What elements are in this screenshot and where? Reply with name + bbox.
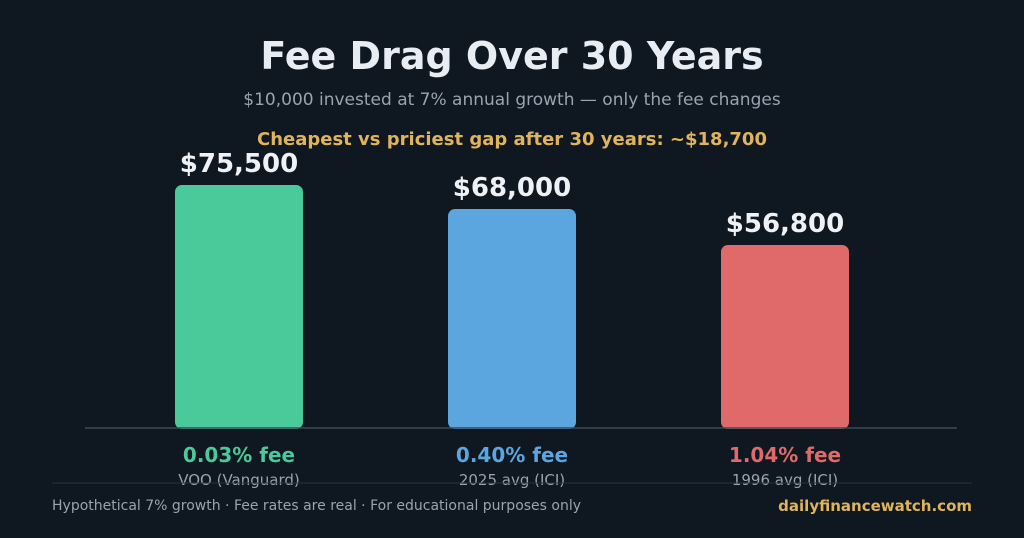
fee-label: 0.03% fee — [183, 443, 295, 467]
category-label: VOO (Vanguard) — [178, 471, 300, 489]
chart-title: Fee Drag Over 30 Years — [260, 34, 764, 78]
value-label: $75,500 — [180, 149, 298, 179]
fee-label: 1.04% fee — [729, 443, 841, 467]
category-label: 1996 avg (ICI) — [732, 471, 838, 489]
bar — [721, 244, 849, 429]
gap-annotation: Cheapest vs priciest gap after 30 years:… — [257, 129, 767, 150]
footer-note: Hypothetical 7% growth · Fee rates are r… — [52, 498, 582, 514]
source-link[interactable]: dailyfinancewatch.com — [778, 497, 972, 515]
fee-label: 0.40% fee — [456, 443, 568, 467]
chart-subtitle: $10,000 invested at 7% annual growth — o… — [243, 90, 781, 110]
value-label: $56,800 — [726, 209, 844, 239]
value-label: $68,000 — [453, 173, 571, 203]
category-label: 2025 avg (ICI) — [459, 471, 565, 489]
bar — [175, 185, 303, 429]
bar — [448, 209, 576, 429]
